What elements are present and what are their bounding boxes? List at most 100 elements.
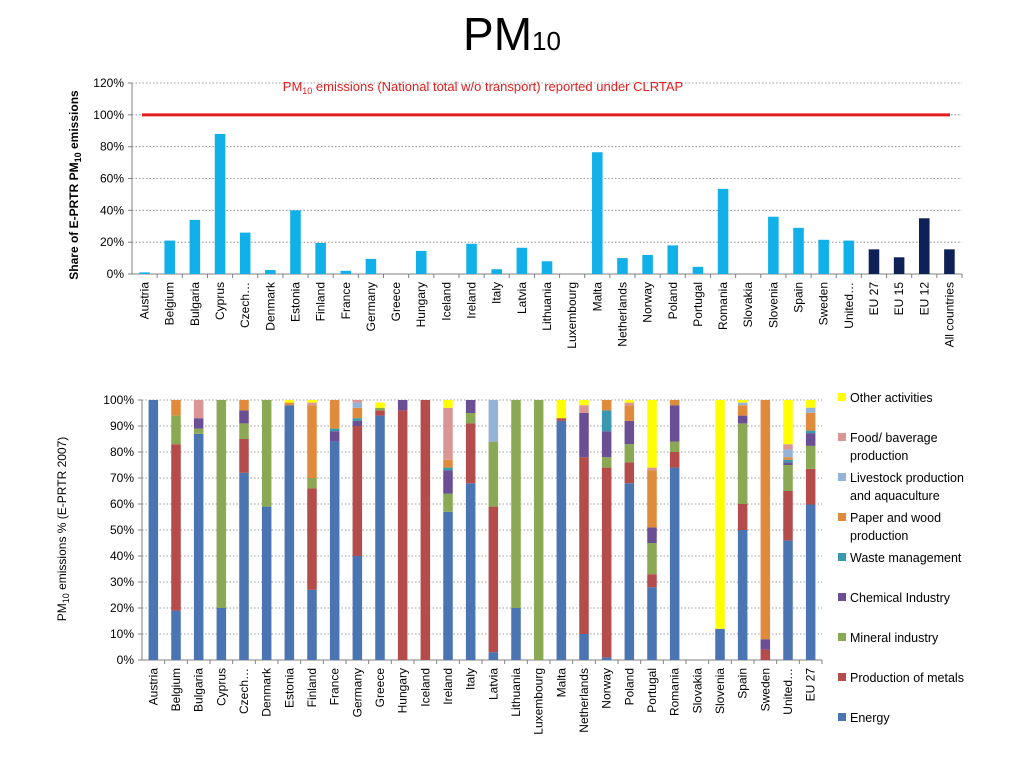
stacked-segment	[307, 488, 317, 590]
stacked-segment	[805, 433, 816, 446]
stacked-segment	[783, 449, 793, 458]
x-tick-label: Czech…	[237, 668, 251, 714]
bar	[642, 254, 653, 274]
stacked-segment	[760, 639, 771, 650]
stacked-segment	[397, 400, 408, 411]
legend-label: Food/ baverage production	[850, 431, 938, 463]
legend-swatch	[838, 513, 846, 521]
legend-swatch	[838, 673, 846, 681]
stacked-segment	[805, 504, 816, 660]
x-tick-label: Poland	[666, 282, 680, 319]
x-tick-label: Italy	[464, 668, 478, 690]
x-tick-label: Spain	[736, 668, 750, 699]
x-tick-label: Hungary	[396, 668, 410, 713]
stacked-segment	[669, 405, 680, 442]
stacked-segment	[669, 400, 680, 406]
x-tick-label: Iceland	[439, 282, 453, 321]
legend-swatch	[838, 553, 846, 561]
x-tick-label: Luxembourg	[565, 282, 579, 349]
bar	[315, 242, 326, 274]
stacked-segment	[647, 543, 657, 575]
x-tick-label: Estonia	[282, 668, 296, 708]
y-tick-label: 80%	[110, 445, 134, 459]
legend-label: Other activities	[850, 391, 933, 405]
stacked-segment	[715, 628, 725, 660]
stacked-segment	[556, 420, 567, 660]
stacked-segment	[193, 400, 204, 419]
bar	[592, 152, 603, 274]
stacked-segment	[805, 412, 816, 431]
legend-label: Waste management	[850, 551, 962, 565]
stacked-segment	[284, 402, 295, 406]
stacked-segment	[488, 506, 499, 653]
legend-swatch	[838, 393, 846, 401]
legend-label: Energy	[850, 711, 890, 725]
stacked-segment	[465, 423, 476, 484]
stacked-segment	[783, 540, 793, 660]
y-tick-label: 20%	[110, 601, 134, 615]
stacked-segment	[737, 423, 748, 504]
legend-label: Production of metals	[850, 671, 964, 685]
x-tick-label: Italy	[490, 282, 504, 304]
stacked-segment	[624, 405, 635, 421]
x-tick-label: Estonia	[288, 282, 302, 322]
bar	[692, 266, 704, 274]
x-tick-label: Austria	[138, 282, 152, 320]
x-tick-label: Latvia	[486, 668, 500, 700]
stacked-segment	[783, 491, 793, 541]
stacked-segment	[805, 430, 816, 434]
stacked-segment	[375, 402, 385, 408]
stacked-segment	[193, 428, 204, 434]
stacked-segment	[805, 400, 816, 408]
stacked-segment	[647, 587, 657, 660]
x-tick-label: Denmark	[263, 281, 277, 331]
y-tick-label: 0%	[117, 653, 135, 667]
x-tick-label: Spain	[792, 282, 806, 313]
x-tick-label: Malta	[554, 668, 568, 698]
stacked-segment	[171, 444, 181, 611]
x-tick-label: Denmark	[260, 667, 274, 717]
stacked-segment	[805, 407, 816, 413]
stacked-segment	[579, 405, 589, 413]
bar	[617, 258, 628, 274]
x-tick-label: Romania	[716, 282, 730, 330]
bar	[139, 272, 150, 274]
x-tick-label: Czech…	[238, 282, 252, 328]
x-tick-label: Portugal	[645, 668, 659, 713]
stacked-segment	[624, 483, 635, 660]
y-tick-label: 0%	[107, 267, 125, 281]
stacked-segment	[171, 415, 181, 445]
stacked-segment	[783, 400, 793, 445]
legend-label: Mineral industry	[850, 631, 939, 645]
x-tick-label: EU 27	[867, 282, 881, 316]
x-tick-label: Sweden	[758, 668, 772, 711]
x-tick-label: United…	[781, 668, 795, 715]
bar	[667, 245, 679, 274]
bar	[541, 261, 553, 274]
stacked-segment	[783, 457, 793, 460]
bar	[340, 270, 352, 274]
stacked-segment	[805, 445, 816, 469]
bar	[415, 250, 427, 274]
x-tick-label: Belgium	[163, 282, 177, 325]
legend-label: Paper and wood production	[850, 511, 941, 543]
stacked-segment	[239, 439, 249, 473]
stacked-segment	[193, 418, 204, 429]
x-tick-label: Slovakia	[690, 668, 704, 714]
stacked-segment	[783, 459, 793, 463]
y-tick-label: 60%	[100, 172, 124, 186]
stacked-segment	[443, 493, 453, 512]
stacked-segment	[669, 467, 680, 660]
y-tick-label: 40%	[110, 549, 134, 563]
bar	[189, 219, 201, 274]
y-tick-label: 50%	[110, 523, 134, 537]
stacked-segment	[647, 470, 657, 528]
stacked-segment	[579, 457, 589, 634]
stacked-segment	[601, 457, 612, 468]
x-tick-label: Latvia	[515, 282, 529, 314]
stacked-segment	[737, 530, 748, 660]
stacked-segment	[488, 441, 499, 507]
x-tick-label: Austria	[146, 668, 160, 706]
stacked-segment	[647, 467, 657, 471]
